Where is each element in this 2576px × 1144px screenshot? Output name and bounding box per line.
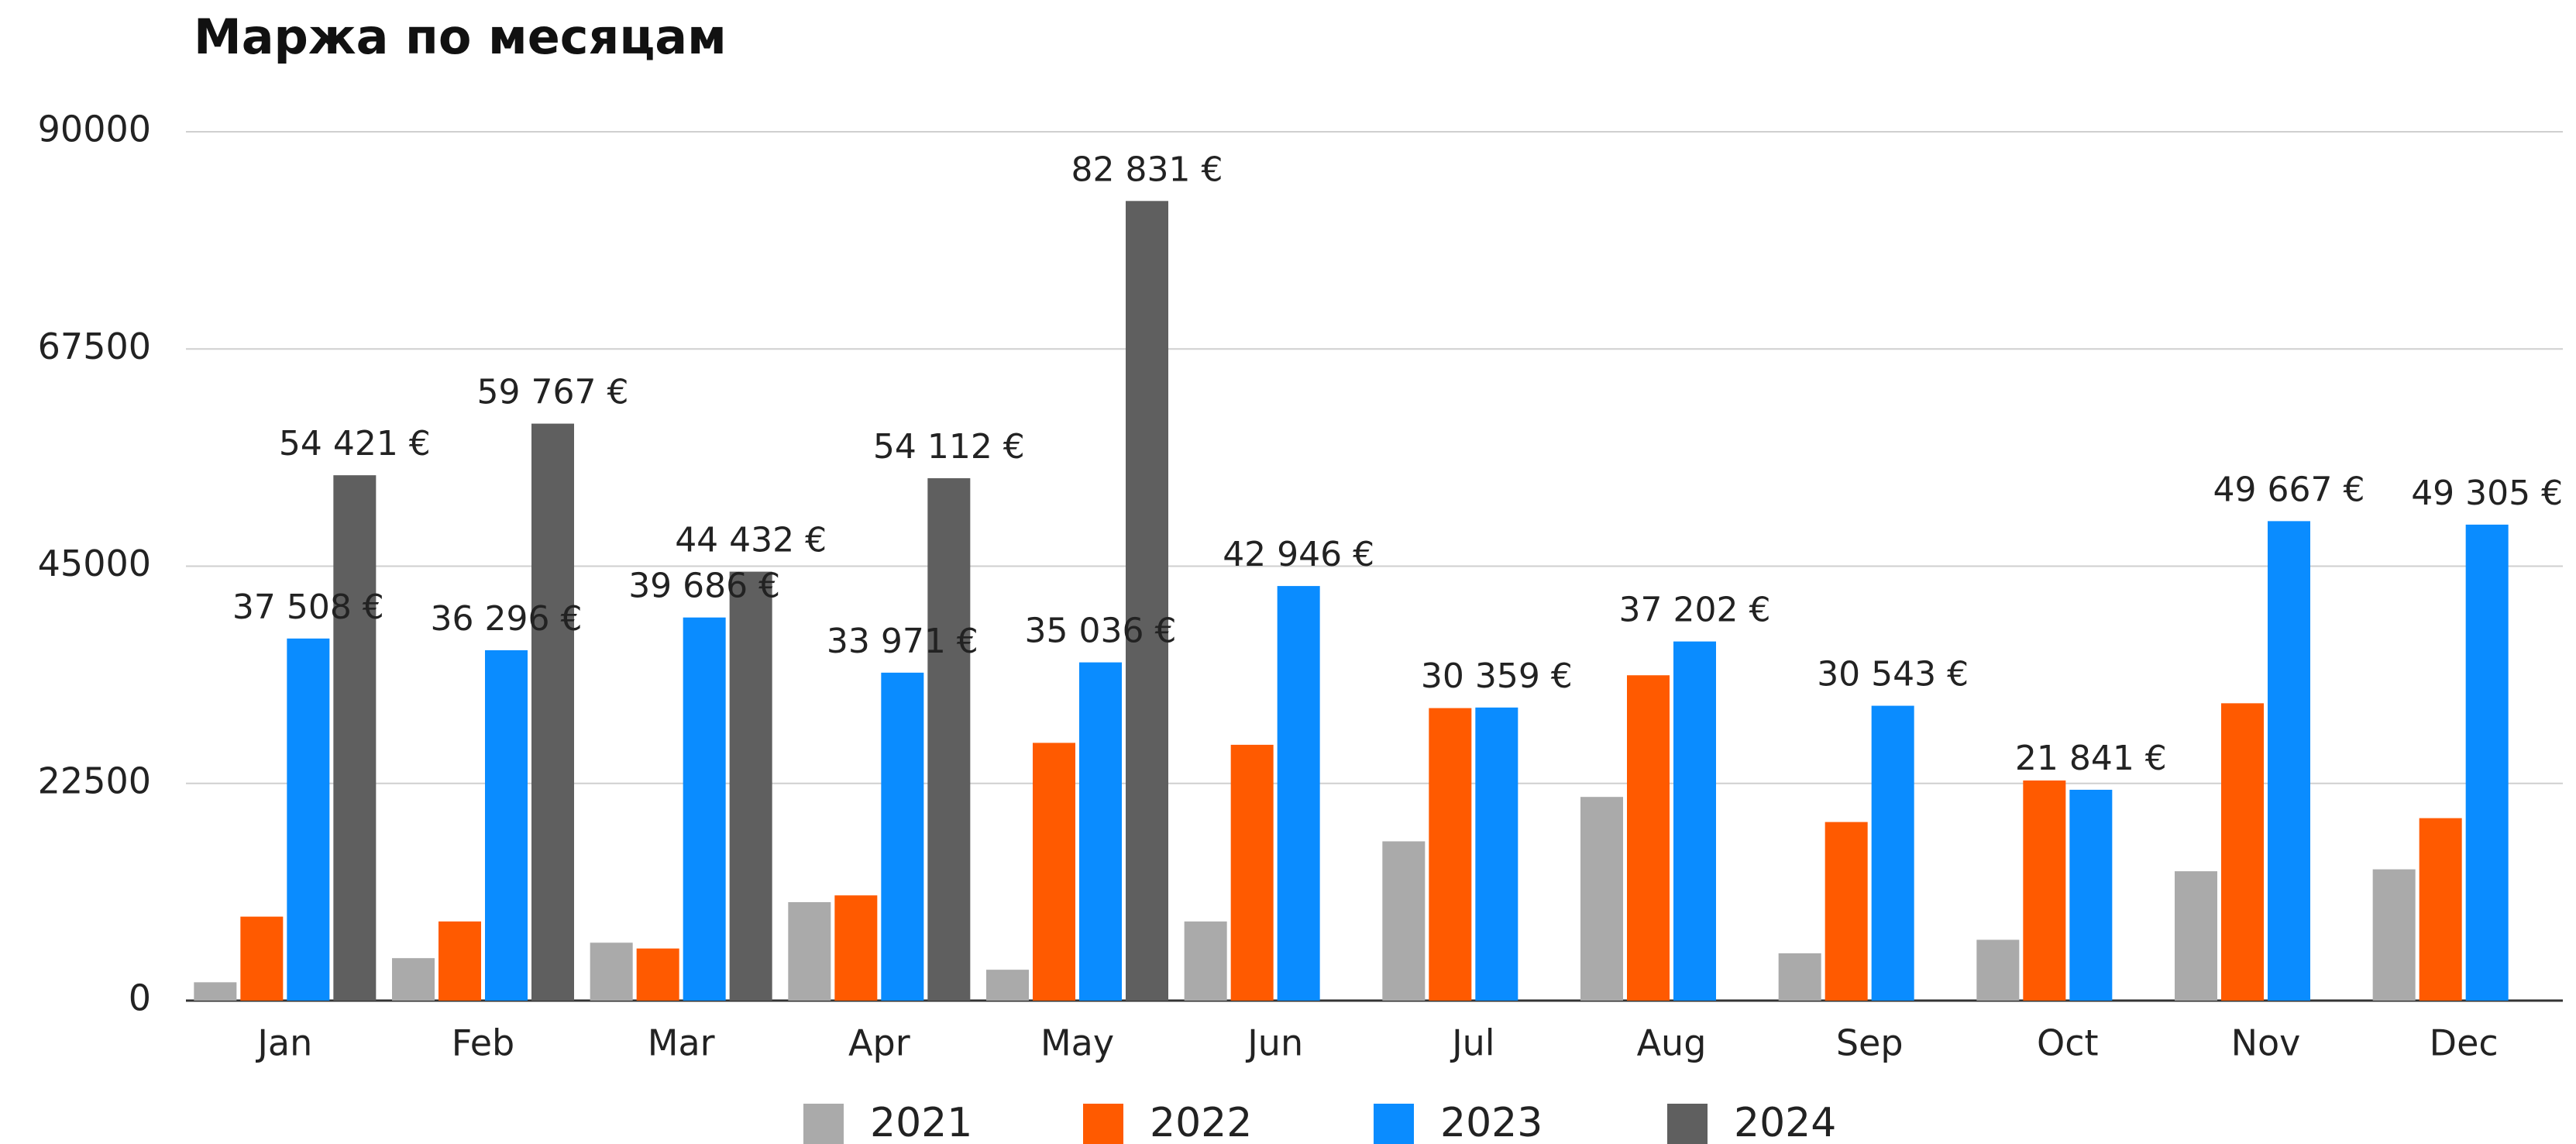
bar [590,942,633,1001]
bar [392,958,435,1001]
value-label: 49 305 € [2411,474,2563,513]
value-label: 82 831 € [1071,150,1223,189]
value-label: 33 971 € [827,622,978,661]
value-label: 30 543 € [1817,655,1969,694]
bar [1871,705,1914,1001]
bar [2372,869,2416,1001]
value-label: 54 112 € [873,427,1025,467]
bar [1627,675,1670,1001]
bar [1475,707,1518,1001]
bar [636,948,679,1001]
bar [2465,524,2509,1001]
bar [485,650,528,1001]
x-tick-label: May [1040,1022,1114,1064]
bar [1673,641,1716,1001]
bar [683,617,726,1001]
bar [2069,789,2113,1001]
y-tick-label: 67500 [38,326,151,367]
bar [1079,662,1122,1001]
bar [881,672,924,1001]
legend-swatch [1083,1104,1123,1144]
x-tick-label: Feb [452,1022,514,1064]
x-tick-label: Oct [2037,1022,2099,1064]
value-label: 30 359 € [1421,656,1573,696]
bar [986,970,1029,1001]
bar [1230,744,1274,1001]
value-label: 39 686 € [628,567,780,606]
bar [1126,201,1168,1001]
y-tick-label: 90000 [38,109,151,150]
value-label: 49 667 € [2213,470,2365,509]
value-label: 35 036 € [1025,612,1177,651]
x-tick-label: Aug [1637,1022,1707,1064]
legend-swatch [803,1104,844,1144]
bar [1976,939,2020,1001]
legend-swatch [1667,1104,1708,1144]
chart-title: Маржа по месяцам [194,9,727,65]
value-label: 36 296 € [431,599,583,639]
value-label: 42 946 € [1223,535,1374,574]
bar [729,571,772,1001]
bar [2023,780,2066,1001]
legend-swatch [1374,1104,1414,1144]
bar [1184,921,1227,1001]
legend-label: 2024 [1734,1100,1836,1144]
bar [1580,797,1623,1001]
bar [1033,743,1075,1001]
bar [1429,708,1472,1001]
value-label: 44 432 € [675,521,827,560]
bar [439,921,481,1001]
x-tick-label: Jun [1245,1022,1303,1064]
y-tick-label: 22500 [38,760,151,801]
value-label: 21 841 € [2015,739,2167,778]
legend-label: 2022 [1150,1100,1252,1144]
legend-label: 2021 [870,1100,972,1144]
value-label: 59 767 € [477,373,629,412]
bar [1825,822,1868,1001]
bar [531,423,574,1001]
bar [2268,521,2310,1001]
bar [1382,841,1426,1001]
value-label: 54 421 € [279,424,431,463]
bar [2221,703,2264,1001]
bar [1277,586,1320,1001]
x-tick-label: Nov [2231,1022,2301,1064]
bar [240,916,284,1001]
y-tick-label: 45000 [38,543,151,584]
bar [834,895,878,1001]
bar [333,475,377,1001]
x-tick-label: Mar [648,1022,715,1064]
legend-label: 2023 [1440,1100,1543,1144]
x-tick-label: Jul [1450,1022,1495,1064]
bar [287,638,330,1001]
bar [194,982,237,1001]
value-label: 37 508 € [232,588,384,627]
bar [2419,818,2462,1001]
bar [788,901,831,1001]
bar [1778,953,1821,1001]
y-tick-label: 0 [129,977,151,1019]
x-tick-label: Jan [255,1022,312,1064]
x-tick-label: Apr [848,1022,910,1064]
value-label: 37 202 € [1619,591,1771,630]
bar [2175,871,2217,1001]
bar [927,478,971,1001]
x-tick-label: Dec [2430,1022,2499,1064]
x-tick-label: Sep [1836,1022,1904,1064]
